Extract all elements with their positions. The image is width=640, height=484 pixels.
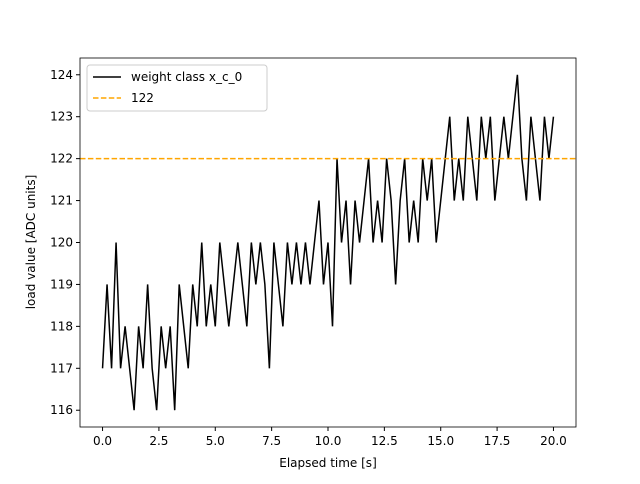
y-tick-label: 119: [50, 277, 73, 291]
y-tick-label: 123: [50, 110, 73, 124]
y-tick-label: 117: [50, 361, 73, 375]
x-tick-label: 20.0: [540, 434, 567, 448]
legend-label: weight class x_c_0: [131, 70, 242, 84]
x-tick-label: 7.5: [262, 434, 281, 448]
x-tick-label: 10.0: [315, 434, 342, 448]
x-tick-label: 17.5: [484, 434, 511, 448]
y-tick-label: 116: [50, 403, 73, 417]
y-axis-label: load value [ADC units]: [24, 175, 38, 310]
x-tick-label: 12.5: [371, 434, 398, 448]
axes-frame: [79, 57, 577, 428]
x-axis-label: Elapsed time [s]: [279, 456, 377, 470]
x-tick-label: 0.0: [93, 434, 112, 448]
x-tick-label: 15.0: [427, 434, 454, 448]
legend-box: [86, 64, 268, 112]
y-tick-label: 124: [50, 68, 73, 82]
x-tick-label: 5.0: [206, 434, 225, 448]
y-tick-label: 120: [50, 236, 73, 250]
x-tick-label: 2.5: [149, 434, 168, 448]
legend-label: 122: [131, 91, 154, 105]
y-tick-label: 118: [50, 319, 73, 333]
y-tick-label: 122: [50, 152, 73, 166]
data-line: [101, 74, 555, 411]
y-tick-label: 121: [50, 194, 73, 208]
